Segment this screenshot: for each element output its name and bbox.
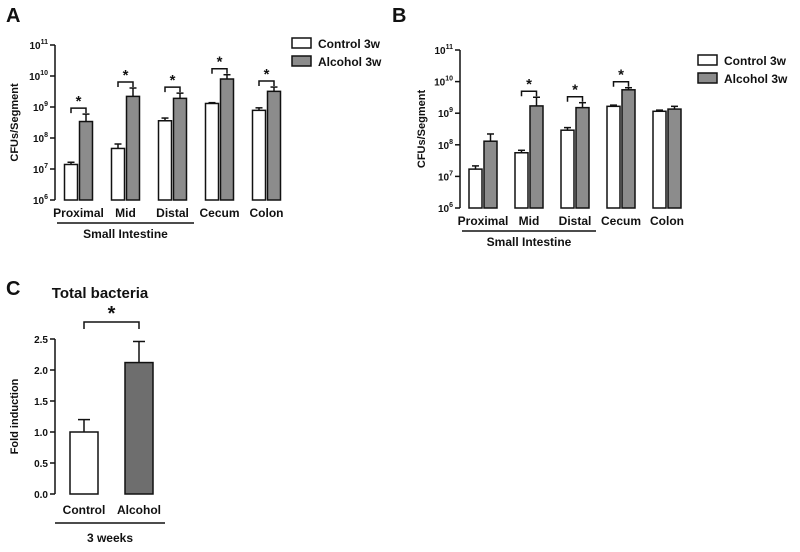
group-label: 3 weeks <box>87 531 133 545</box>
legend-swatch <box>697 54 718 66</box>
significance-bracket <box>83 321 140 329</box>
y-axis-title: CFUs/Segment <box>9 83 21 162</box>
legend-label: Control 3w <box>318 37 381 51</box>
significance-star: * <box>170 72 176 89</box>
x-category-label: Mid <box>519 214 540 228</box>
panel-letter-b: B <box>392 5 406 27</box>
bar-alcohol-cecum <box>219 78 235 201</box>
group-label: Small Intestine <box>487 235 572 249</box>
x-category-label: Colon <box>650 214 684 228</box>
bar-control-distal <box>157 120 173 201</box>
significance-star: * <box>123 67 129 84</box>
y-tick-label: 2.0 <box>34 366 48 377</box>
bar-alcohol <box>124 361 154 495</box>
legend-swatch <box>291 37 312 49</box>
y-tick-label: 107 <box>438 170 453 183</box>
bar-control-cecum <box>204 102 220 201</box>
bar-alcohol-mid <box>529 105 544 209</box>
x-category-label: Alcohol <box>117 503 161 517</box>
y-tick-label: 106 <box>438 202 453 215</box>
x-category-label: Proximal <box>458 214 509 228</box>
y-tick-label: 106 <box>33 194 48 207</box>
bar-alcohol-proximal <box>483 140 498 209</box>
significance-star: * <box>618 67 624 84</box>
bar-control-colon <box>251 109 267 201</box>
group-label: Small Intestine <box>83 227 168 241</box>
y-tick-label: 109 <box>438 107 453 120</box>
significance-bracket <box>258 80 275 87</box>
significance-bracket <box>566 95 584 102</box>
panel-letter-a: A <box>6 5 20 27</box>
significance-bracket <box>117 81 134 88</box>
bar-control-proximal <box>468 168 483 209</box>
panel-b-chart: 106 107 108 109 1010 1011 CFUs/Segment Proximal… <box>416 44 788 249</box>
significance-star: * <box>76 93 82 110</box>
x-category-label: Mid <box>115 206 136 220</box>
legend-swatch <box>291 55 312 67</box>
y-tick-label: 0.0 <box>34 490 48 501</box>
significance-bracket <box>211 67 228 74</box>
bar-control-mid <box>110 147 126 201</box>
bar-control-mid <box>514 152 529 209</box>
bar-control-colon <box>652 110 667 209</box>
x-category-label: Distal <box>156 206 189 220</box>
x-category-label: Cecum <box>199 206 239 220</box>
bar-alcohol-distal <box>575 106 590 209</box>
chart-title: Total bacteria <box>52 285 149 302</box>
significance-bracket <box>520 90 538 97</box>
bar-alcohol-colon <box>667 108 682 209</box>
panel-letter-c: C <box>6 278 20 300</box>
significance-star: * <box>108 303 116 325</box>
significance-star: * <box>572 82 578 99</box>
y-tick-label: 108 <box>33 132 48 145</box>
bar-alcohol-cecum <box>621 89 636 209</box>
bar-alcohol-proximal <box>78 120 94 201</box>
legend-label: Alcohol 3w <box>724 72 788 86</box>
significance-star: * <box>526 76 532 93</box>
bar-alcohol-mid <box>125 95 141 201</box>
bar-alcohol-colon <box>266 90 282 201</box>
y-tick-label: 1011 <box>29 39 48 52</box>
bar-control-cecum <box>606 105 621 209</box>
legend-label: Control 3w <box>724 54 787 68</box>
x-category-label: Control <box>63 503 106 517</box>
significance-bracket <box>164 86 181 93</box>
legend-swatch <box>697 72 718 84</box>
x-category-label: Distal <box>559 214 592 228</box>
significance-star: * <box>264 66 270 83</box>
y-tick-label: 1.0 <box>34 428 48 439</box>
panel-a-chart: 106 107 108 109 1010 1011 CFUs/Segment * Proxima… <box>9 37 382 241</box>
bar-alcohol-distal <box>172 97 188 201</box>
y-tick-label: 1010 <box>434 76 453 89</box>
y-axis-title: Fold induction <box>9 378 21 454</box>
x-category-label: Proximal <box>53 206 104 220</box>
y-tick-label: 1010 <box>29 70 48 83</box>
significance-star: * <box>217 54 223 71</box>
x-category-label: Cecum <box>601 214 641 228</box>
y-tick-label: 0.5 <box>34 459 48 470</box>
x-category-label: Colon <box>250 206 284 220</box>
y-tick-label: 109 <box>33 101 48 114</box>
y-tick-label: 1011 <box>434 44 453 57</box>
y-tick-label: 108 <box>438 139 453 152</box>
legend-label: Alcohol 3w <box>318 55 382 69</box>
significance-bracket <box>612 80 630 87</box>
y-tick-label: 1.5 <box>34 397 48 408</box>
bar-control <box>69 431 99 495</box>
y-tick-label: 107 <box>33 163 48 176</box>
bar-control-distal <box>560 129 575 209</box>
y-tick-label: 2.5 <box>34 335 48 346</box>
y-axis-title: CFUs/Segment <box>416 90 428 169</box>
bar-control-proximal <box>63 163 79 201</box>
panel-c-chart: Total bacteria 0.0 0.5 1.0 1.5 2.0 2.5 Fold ind… <box>9 285 165 545</box>
significance-bracket <box>70 107 87 114</box>
